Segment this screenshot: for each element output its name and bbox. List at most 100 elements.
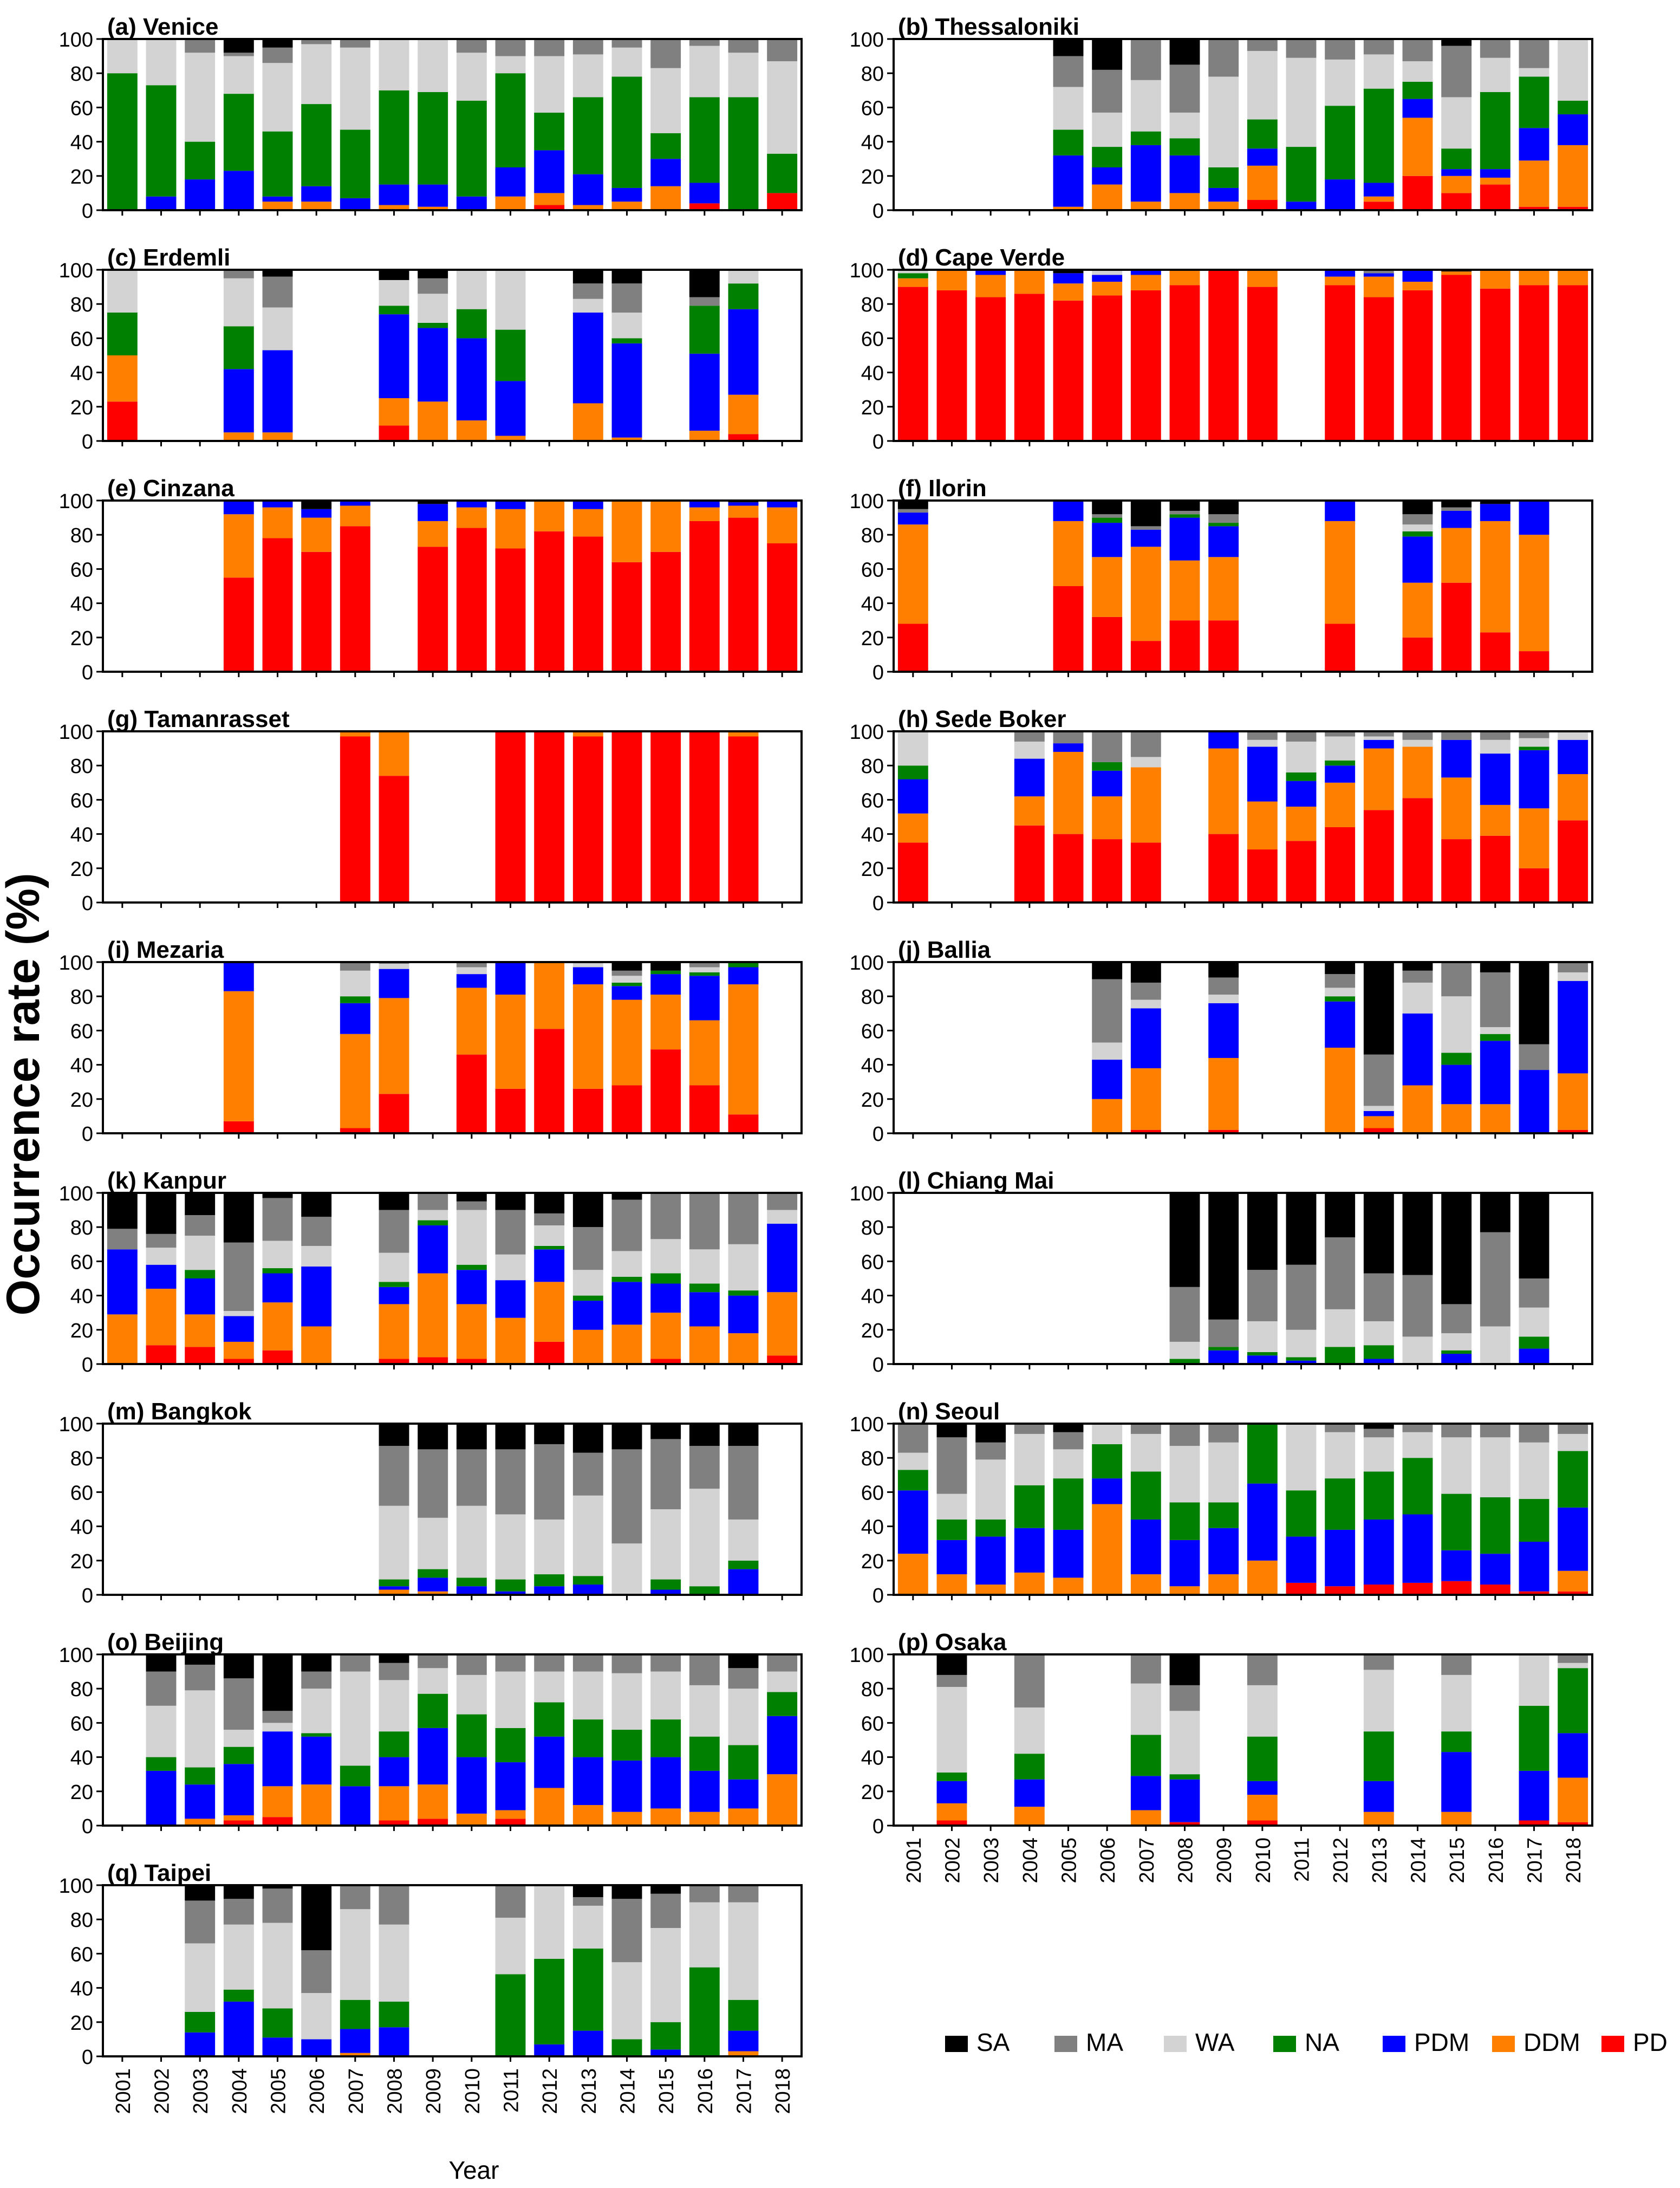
bar-o-2006-SA [301,1654,332,1672]
bar-j-2013-MA [1363,1054,1394,1106]
bar-i-2016-MA [689,962,720,968]
bar-b-2015-DDM [1441,176,1472,193]
bar-q-2007-WA [340,1909,370,2000]
bar-l-2015-SA [1441,1193,1472,1304]
bar-c-2011-WA [495,270,526,330]
bar-o-2007-NA [340,1765,370,1787]
bar-d-2006-PD [1092,295,1123,441]
bar-c-2008-DDM [379,398,409,426]
bar-c-2016-NA [689,306,720,354]
bar-d-2005-PDM [1053,273,1084,284]
bar-p-2004-WA [1014,1707,1045,1754]
ytick-label-b-100: 100 [850,29,884,51]
bar-h-2012-NA [1325,760,1356,766]
ytick-label-a-0: 0 [82,200,93,223]
bar-o-2016-DDM [689,1812,720,1826]
bars-o [146,1654,798,1826]
bar-k-2016-PDM [689,1292,720,1327]
bar-n-2007-NA [1130,1471,1161,1520]
bar-o-2005-MA [262,1711,293,1723]
bar-d-2002-PD [936,290,967,441]
ytick-label-f-40: 40 [861,593,884,616]
bar-p-2015-WA [1441,1674,1472,1732]
bar-j-2009-PDM [1208,1003,1239,1058]
plot-frame-f [893,499,1593,673]
bar-n-2009-MA [1208,1424,1239,1443]
bar-j-2012-SA [1325,962,1356,975]
bar-a-2005-MA [262,47,293,63]
bar-o-2015-NA [650,1719,681,1757]
bar-i-2014-PD [611,1085,642,1133]
bar-b-2009-DDM [1208,202,1239,210]
bar-n-2014-NA [1402,1458,1433,1515]
bar-c-2017-NA [728,283,759,309]
bar-k-2001-MA [107,1229,138,1250]
bar-l-2009-NA [1208,1347,1239,1351]
bar-l-2011-SA [1286,1193,1317,1265]
bar-e-2006-SA [301,501,332,509]
bar-a-2008-PDM [379,184,409,205]
bar-n-2009-WA [1208,1442,1239,1503]
bar-a-2004-NA [223,94,254,171]
bar-a-2012-PDM [534,150,565,193]
bar-k-2014-DDM [611,1325,642,1364]
ytick-label-c-80: 80 [70,294,93,316]
bar-b-2010-DDM [1247,165,1278,200]
bar-l-2010-WA [1247,1321,1278,1352]
bar-b-2012-PDM [1325,179,1356,210]
bar-k-2008-SA [379,1193,409,1210]
bar-j-2015-PDM [1441,1064,1472,1105]
bar-o-2006-NA [301,1733,332,1737]
bar-k-2011-WA [495,1254,526,1281]
bar-f-2008-PDM [1169,517,1200,561]
bar-n-2013-PD [1363,1585,1394,1595]
bar-h-2011-PDM [1286,781,1317,807]
bar-b-2008-WA [1169,112,1200,139]
bar-p-2008-MA [1169,1685,1200,1711]
ytick-label-a-80: 80 [70,63,93,86]
bar-k-2001-PDM [107,1249,138,1315]
bar-p-2010-PDM [1247,1781,1278,1795]
bar-k-2005-DDM [262,1302,293,1351]
bar-h-2012-MA [1325,731,1356,737]
bar-m-2008-PDM [379,1586,409,1590]
bar-a-2006-DDM [301,202,332,210]
bar-j-2012-DDM [1325,1048,1356,1133]
bar-a-2009-NA [418,92,448,185]
bar-k-2018-WA [767,1210,798,1224]
bar-c-2001-PD [107,401,138,441]
bar-m-2012-MA [534,1444,565,1520]
bar-o-2006-WA [301,1689,332,1733]
bar-p-2018-WA [1558,1663,1588,1668]
bar-a-2010-MA [456,39,487,53]
bar-l-2015-WA [1441,1333,1472,1351]
bar-f-2006-PDM [1092,523,1123,557]
bar-f-2016-DDM [1480,521,1510,633]
bar-e-2004-PD [223,577,254,672]
bar-q-2017-NA [728,1999,759,2031]
bar-n-2001-MA [897,1424,928,1453]
bar-p-2008-NA [1169,1774,1200,1780]
bar-h-2004-MA [1014,731,1045,742]
bar-p-2007-PDM [1130,1776,1161,1810]
bar-n-2018-PD [1558,1591,1588,1595]
bar-o-2009-PD [418,1819,448,1826]
bar-p-2008-WA [1169,1711,1200,1775]
bar-h-2010-WA [1247,739,1278,747]
bar-k-2009-WA [418,1210,448,1220]
bar-b-2013-DDM [1363,196,1394,202]
bar-a-2014-PDM [611,187,642,202]
bar-b-2006-DDM [1092,184,1123,210]
bar-b-2011-MA [1286,39,1317,58]
bars-j [1092,962,1588,1133]
bar-l-2012-NA [1325,1347,1356,1364]
bar-e-2016-DDM [689,507,720,521]
bar-h-2011-WA [1286,741,1317,772]
bar-n-2013-SA [1363,1424,1394,1429]
legend-item-MA: MA [1054,2028,1123,2056]
ytick-label-h-20: 20 [861,858,884,881]
legend-label-MA: MA [1086,2028,1123,2056]
bar-e-2009-PD [418,547,448,672]
ytick-label-p-60: 60 [861,1712,884,1735]
bar-b-2018-PDM [1558,114,1588,145]
